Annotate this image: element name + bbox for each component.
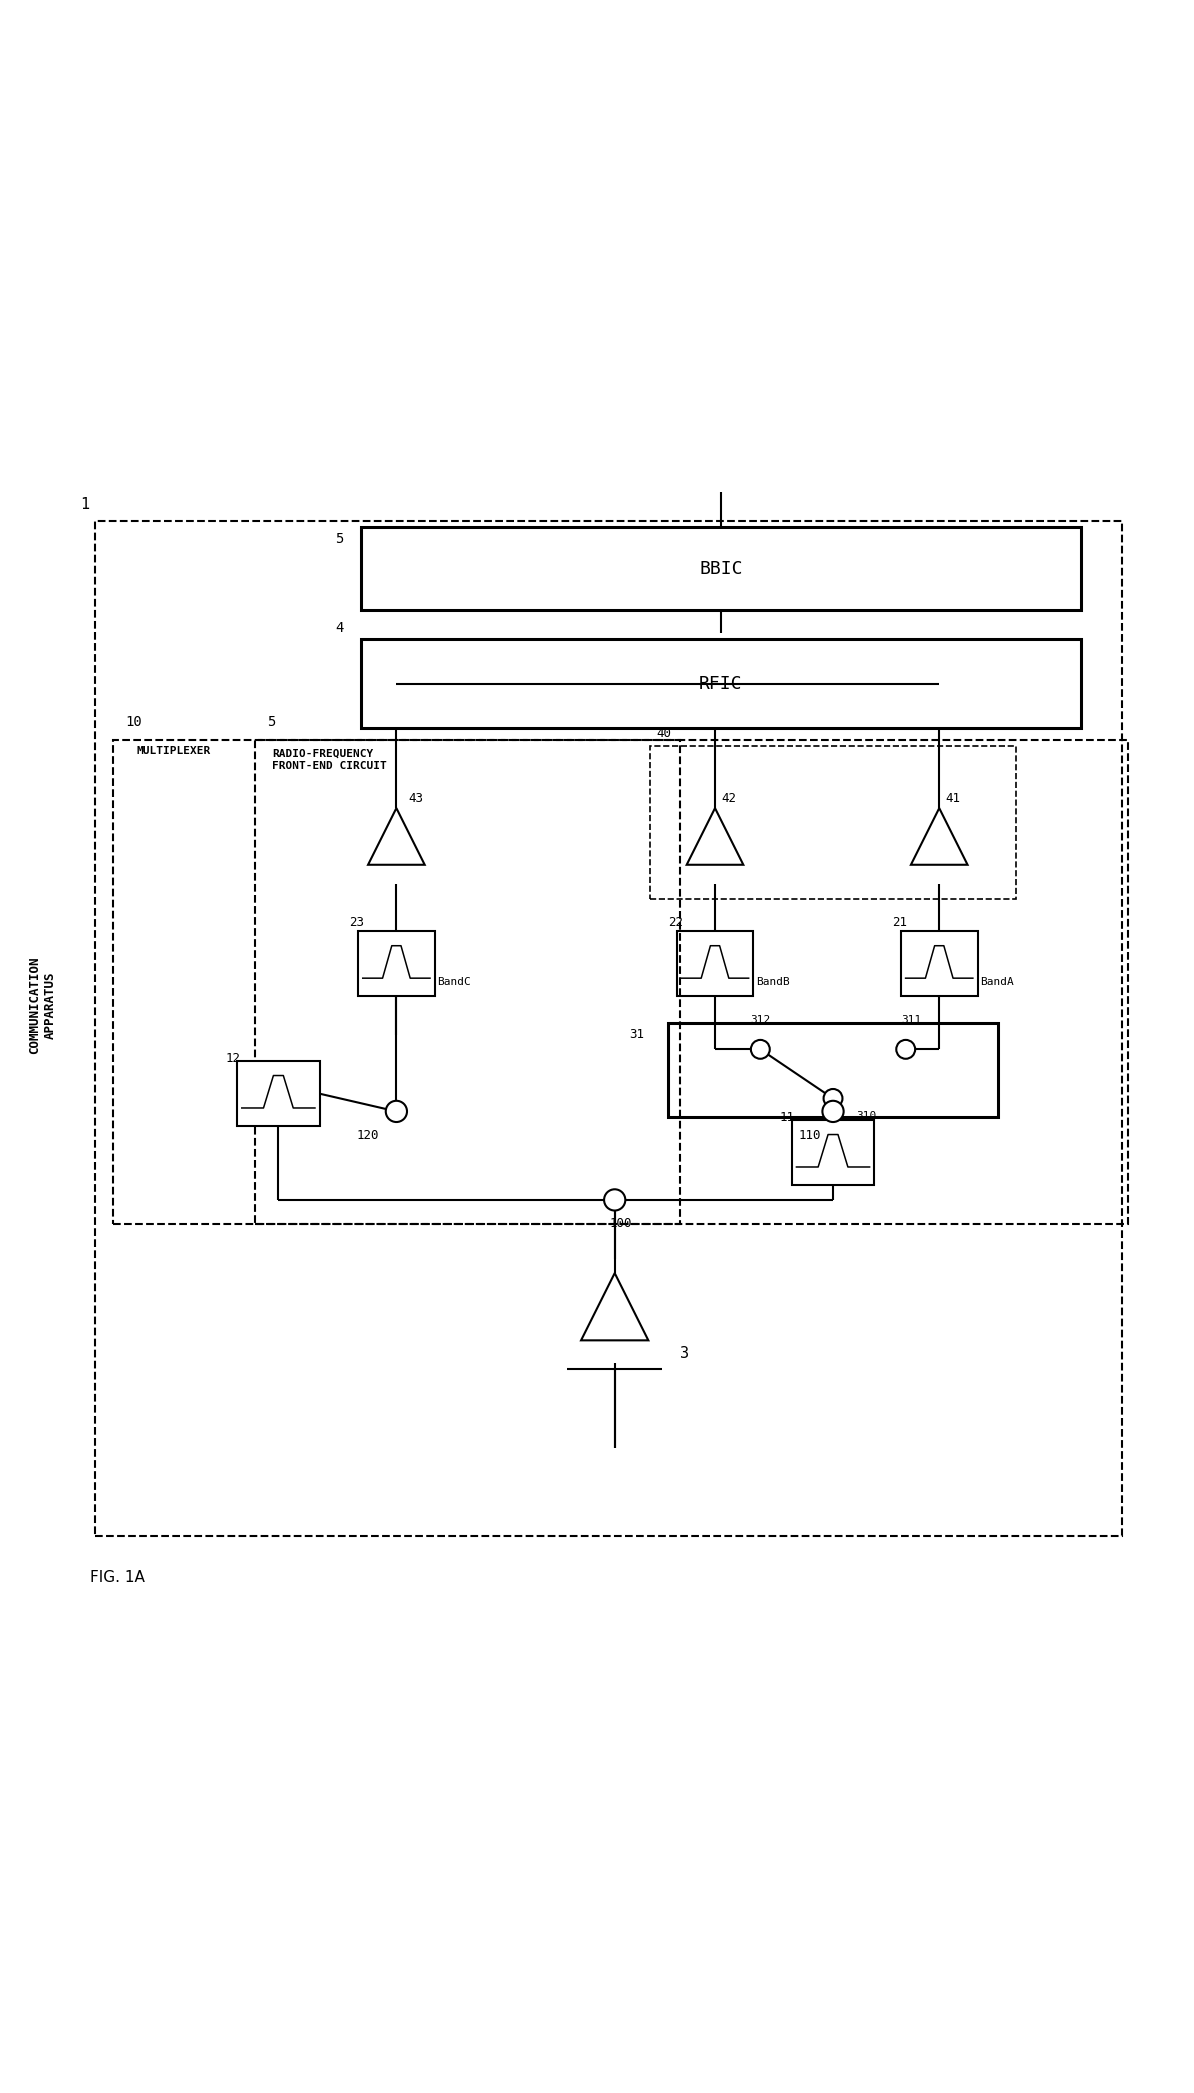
Text: 4: 4 (334, 620, 344, 634)
Text: 100: 100 (609, 1216, 632, 1231)
Text: 120: 120 (356, 1128, 378, 1141)
Text: 312: 312 (750, 1015, 770, 1026)
Circle shape (604, 1189, 626, 1210)
Text: 11: 11 (780, 1111, 795, 1124)
Polygon shape (581, 1273, 648, 1340)
Text: 41: 41 (946, 791, 960, 806)
Text: BBIC: BBIC (700, 559, 743, 578)
Text: 42: 42 (721, 791, 736, 806)
Bar (113, 739, 679, 1224)
Text: 5: 5 (266, 716, 275, 728)
Text: 311: 311 (901, 1015, 922, 1026)
Text: 1: 1 (80, 496, 90, 513)
Polygon shape (368, 808, 425, 864)
Bar (667, 1023, 998, 1118)
Text: BandC: BandC (437, 977, 470, 986)
Text: 5: 5 (334, 532, 344, 546)
Text: RFIC: RFIC (700, 674, 743, 693)
Text: 21: 21 (892, 917, 907, 929)
Text: 23: 23 (349, 917, 364, 929)
Polygon shape (687, 808, 744, 864)
Bar (792, 1120, 874, 1185)
Text: FIG. 1A: FIG. 1A (90, 1570, 144, 1584)
Circle shape (823, 1101, 844, 1122)
Circle shape (386, 1101, 407, 1122)
Circle shape (824, 1088, 843, 1107)
Polygon shape (911, 808, 967, 864)
Bar (96, 521, 1122, 1536)
Text: 40: 40 (656, 726, 671, 739)
Bar (238, 1061, 320, 1126)
Text: 110: 110 (799, 1128, 821, 1141)
Circle shape (897, 1040, 915, 1059)
Bar (358, 931, 435, 996)
Text: 12: 12 (226, 1053, 240, 1065)
Text: 310: 310 (856, 1111, 876, 1122)
Bar (901, 931, 978, 996)
Text: COMMUNICATION
APPARATUS: COMMUNICATION APPARATUS (29, 957, 56, 1055)
Bar (361, 638, 1081, 728)
Bar (254, 739, 1128, 1224)
Text: BandB: BandB (756, 977, 789, 986)
Text: MULTIPLEXER: MULTIPLEXER (137, 745, 211, 756)
Text: 3: 3 (679, 1346, 689, 1360)
Text: 43: 43 (408, 791, 423, 806)
Text: 31: 31 (629, 1028, 645, 1040)
Text: RADIO-FREQUENCY
FRONT-END CIRCUIT: RADIO-FREQUENCY FRONT-END CIRCUIT (272, 749, 387, 770)
Bar (361, 527, 1081, 609)
Text: 10: 10 (125, 716, 142, 728)
Bar (677, 931, 753, 996)
Circle shape (751, 1040, 770, 1059)
Text: 22: 22 (667, 917, 683, 929)
Bar (650, 745, 1016, 900)
Text: BandA: BandA (980, 977, 1014, 986)
